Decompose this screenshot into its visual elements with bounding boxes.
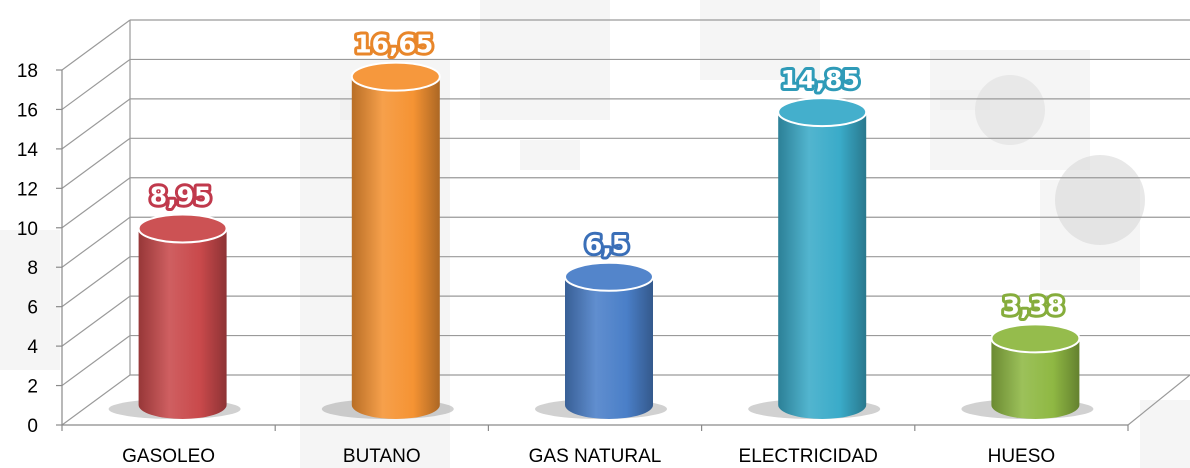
y-tick-label: 14: [17, 140, 39, 161]
gridline-depth: [61, 137, 131, 189]
gridline-depth: [61, 19, 131, 71]
y-tick-label: 8: [27, 258, 38, 279]
y-tick-label: 10: [17, 219, 38, 240]
bar: [535, 261, 667, 419]
data-label: 14,85: [781, 65, 860, 94]
x-tick-label: ELECTRICIDAD: [739, 446, 878, 467]
x-tick-label: GAS NATURAL: [529, 446, 662, 467]
bar-top: [777, 97, 868, 128]
bar: [321, 61, 454, 420]
y-tick-label: 18: [17, 61, 38, 82]
y-tick-label: 4: [27, 337, 38, 358]
bar: [748, 97, 881, 420]
gridline-depth: [61, 295, 131, 347]
data-label: 8,95: [150, 181, 212, 210]
bg-block: [1140, 400, 1190, 468]
x-tick-label: HUESO: [988, 446, 1056, 467]
x-tick-label: GASOLEO: [122, 446, 215, 467]
gridline-depth: [61, 216, 131, 268]
bar-top: [564, 261, 654, 292]
bg-block: [700, 0, 820, 80]
gridline-depth: [61, 374, 131, 426]
chart-labels: 8,95 16,65 6,5 14,85 3,38: [147, 27, 1067, 324]
floor-edge: [1127, 374, 1190, 426]
data-label: 3,38: [1003, 291, 1065, 320]
bg-block: [520, 140, 580, 170]
data-label: 16,65: [354, 30, 433, 59]
y-tick-label: 2: [27, 377, 38, 398]
gridline-depth: [61, 98, 131, 150]
gridline-depth: [61, 256, 131, 308]
y-tick-label: 0: [27, 416, 38, 437]
gridline-depth: [61, 335, 131, 387]
chart-axes: 0 2 4 6 8 10 12 14 16 18 GASOLEO BUTANO GAS NATURAL E…: [17, 61, 1129, 467]
y-tick-label: 6: [27, 298, 38, 319]
bg-circle: [1055, 155, 1145, 245]
bar-top: [137, 213, 228, 244]
bar-body: [138, 228, 227, 419]
bar-top: [990, 323, 1081, 354]
gridline-depth: [61, 58, 131, 110]
bar: [108, 213, 241, 419]
data-label: 6,5: [585, 230, 629, 259]
y-tick-label: 12: [17, 179, 38, 200]
bar-top: [350, 61, 441, 92]
bar-body: [351, 76, 440, 420]
bar-body: [565, 276, 653, 419]
bar-body: [778, 112, 867, 420]
gridline-depth: [61, 177, 131, 229]
bar-body: [991, 338, 1080, 420]
y-tick-label: 16: [17, 100, 38, 121]
bg-circle: [975, 75, 1045, 145]
bar: [961, 323, 1094, 420]
x-tick-label: BUTANO: [343, 446, 421, 467]
chart-grid: [61, 19, 1190, 426]
chart-bars: [108, 61, 1094, 420]
bg-block: [0, 230, 60, 370]
